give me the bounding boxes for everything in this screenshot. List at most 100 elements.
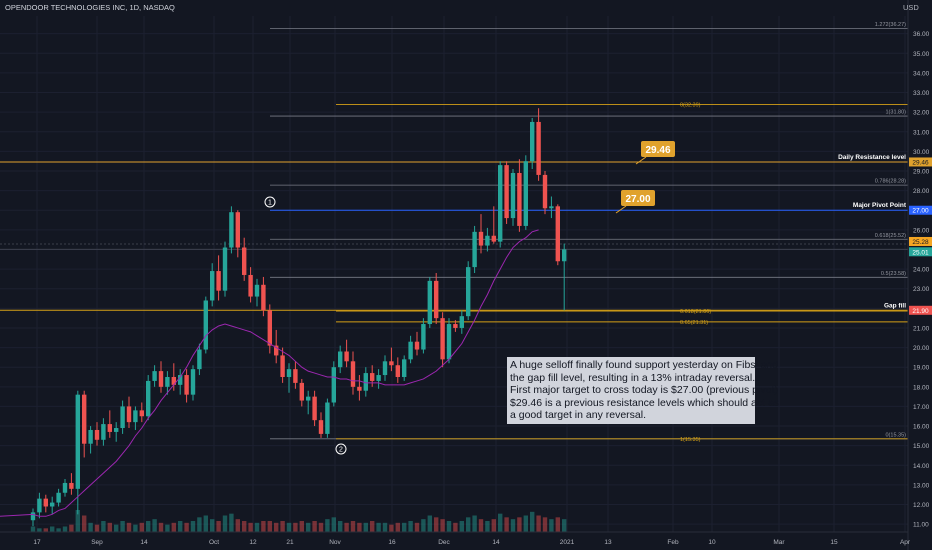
price-tick-label: 15.00	[913, 443, 930, 450]
time-tick-label: 12	[249, 539, 257, 546]
price-callouts: 29.46 27.00	[615, 141, 675, 214]
volume-bar	[242, 521, 247, 532]
volume-bar	[248, 522, 253, 532]
candle-body	[56, 492, 61, 503]
candle-body	[30, 512, 36, 521]
candle-body	[555, 206, 560, 262]
candle-body	[536, 121, 541, 175]
time-tick-label: 15	[830, 539, 838, 546]
callout-pointer	[635, 156, 647, 165]
candle-body	[267, 310, 272, 346]
volume-bar	[267, 521, 272, 532]
volume-bar	[190, 521, 196, 532]
volume-bar	[402, 522, 407, 532]
volume-bar	[152, 519, 157, 532]
candles	[30, 108, 567, 527]
volume-bar	[88, 522, 93, 532]
candle-body	[274, 345, 279, 356]
volume-bar	[94, 524, 100, 532]
candle-body	[434, 280, 439, 319]
candle-body	[280, 355, 285, 378]
volume-bar	[542, 517, 548, 532]
volume-bar	[555, 517, 560, 532]
volume-bar	[318, 522, 324, 532]
volume-bar	[178, 521, 183, 532]
volume-bar	[363, 522, 368, 532]
price-tick-label: 35.00	[913, 51, 930, 58]
volume-bar	[382, 522, 388, 532]
time-tick-label: 13	[604, 539, 612, 546]
candle-body	[261, 284, 266, 311]
volume-bar	[523, 515, 528, 532]
volume-bar	[293, 522, 298, 532]
candle-body	[75, 394, 80, 489]
candle-body	[101, 424, 106, 440]
candle-body	[242, 247, 247, 275]
volume-bar	[491, 519, 496, 532]
time-tick-label: Apr	[900, 539, 911, 546]
axis-badges: 29.46 27.00 21.90 25.28 25.01	[909, 157, 932, 315]
candle-body	[171, 377, 176, 385]
volume-bar	[82, 515, 87, 532]
axis-price-badge-text: 29.46	[912, 159, 929, 166]
price-tick-label: 19.00	[913, 365, 930, 372]
candle-body	[427, 280, 432, 325]
candle-body	[139, 410, 144, 417]
axis-price-badge	[909, 247, 932, 257]
candle-body	[395, 365, 400, 378]
candle-body	[229, 212, 234, 248]
horizontal-level-label: Gap fill	[884, 302, 906, 309]
callout-box	[621, 190, 655, 206]
volume-bar	[280, 521, 285, 532]
candle-body	[453, 324, 458, 328]
volume-bar	[549, 519, 554, 532]
candle-body	[50, 502, 55, 507]
volume-bar	[504, 517, 509, 532]
volume-bar	[357, 522, 362, 532]
time-tick-label: 14	[492, 539, 500, 546]
fib-level-label: 1(31.80)	[886, 110, 907, 116]
candle-body	[318, 420, 324, 434]
candle-body	[165, 377, 170, 387]
volume-bar	[517, 517, 522, 532]
candle-body	[43, 498, 48, 507]
volume-bar	[562, 519, 567, 532]
volume-bar	[331, 517, 336, 532]
candle-body	[107, 424, 112, 432]
price-tick-label: 33.00	[913, 90, 930, 97]
volume-bar	[306, 522, 311, 532]
candle-body	[94, 429, 100, 440]
candle-body	[491, 235, 496, 242]
volume-bar	[165, 524, 170, 532]
moving-average-line	[0, 229, 539, 517]
volume-bar	[485, 521, 490, 532]
time-tick-label: Sep	[91, 539, 103, 546]
candle-body	[530, 121, 535, 162]
analysis-annotation[interactable]: A huge selloff finally found support yes…	[507, 357, 779, 424]
axis-price-badge-text: 27.00	[912, 208, 929, 215]
candle-body	[299, 382, 304, 401]
volume-bars	[30, 510, 567, 532]
candle-body	[184, 375, 189, 395]
volume-bar	[210, 519, 215, 532]
volume-bar	[498, 513, 503, 532]
time-tick-label: 17	[33, 539, 41, 546]
time-axis[interactable]: 17 Sep 14 Oct 12 21 Nov 16 Dec 14 2021 13 Feb 10 Mar 15…	[0, 531, 911, 546]
time-tick-label: 10	[708, 539, 716, 546]
time-tick-label: Oct	[209, 539, 219, 546]
price-tick-label: 14.00	[913, 463, 930, 470]
price-tick-label: 18.00	[913, 384, 930, 391]
volume-bar	[472, 515, 477, 532]
horizontal-levels: Daily Resistance level Major Pivot Point G…	[0, 154, 908, 311]
callout-text: 27.00	[625, 194, 650, 205]
candle-body	[562, 249, 567, 262]
candle-body	[146, 380, 151, 417]
time-tick-label: 16	[388, 539, 396, 546]
candle-body	[312, 396, 317, 421]
volume-bar	[184, 522, 189, 532]
candle-body	[338, 351, 343, 368]
time-tick-label: 21	[286, 539, 294, 546]
volume-bar	[139, 522, 144, 532]
axis-price-badge-text: 25.01	[912, 249, 929, 256]
